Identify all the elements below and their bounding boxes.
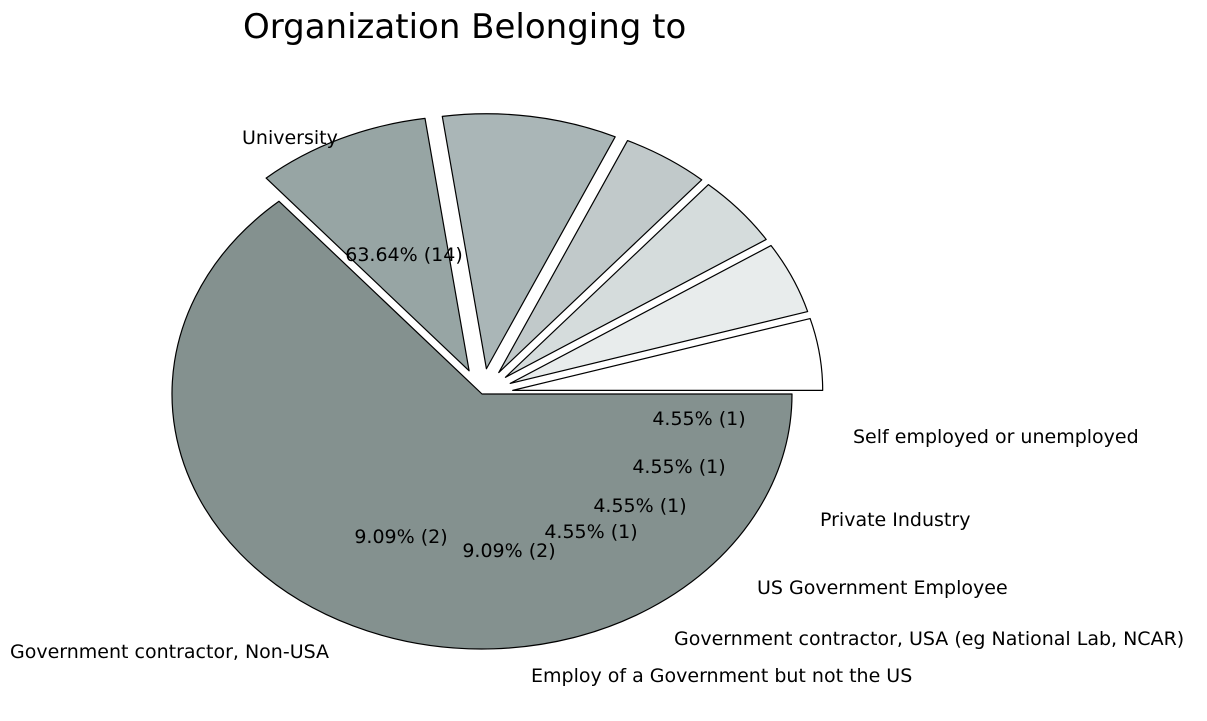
slice-label-2: Employ of a Government but not the US bbox=[531, 665, 912, 687]
slice-label-6: Self employed or unemployed bbox=[853, 426, 1139, 448]
slice-label-3: Government contractor, USA (eg National … bbox=[674, 628, 1184, 650]
pie-slice-3 bbox=[498, 139, 703, 374]
slice-percent-label-1: 9.09% (2) bbox=[354, 526, 447, 548]
slice-percent-label-3: 4.55% (1) bbox=[544, 521, 637, 543]
slice-percent-label-6: 4.55% (1) bbox=[652, 408, 745, 430]
pie-slice-1 bbox=[265, 117, 470, 372]
chart-title: Organization Belonging to bbox=[243, 7, 686, 47]
pie-slice-5 bbox=[509, 244, 809, 385]
slice-percent-label-0: 63.64% (14) bbox=[345, 244, 463, 266]
slice-percent-label-5: 4.55% (1) bbox=[632, 456, 725, 478]
pie-labels: University 63.64% (14) Government contract… bbox=[10, 127, 1184, 687]
pie-slice-0 bbox=[171, 200, 793, 650]
slice-label-4: US Government Employee bbox=[757, 577, 1008, 599]
slice-percent-label-2: 9.09% (2) bbox=[462, 540, 555, 562]
slice-label-0: University bbox=[242, 127, 338, 149]
pie-slices bbox=[171, 113, 824, 650]
pie-slice-4 bbox=[504, 183, 767, 378]
slice-label-1: Government contractor, Non-USA bbox=[10, 641, 329, 663]
slice-percent-label-4: 4.55% (1) bbox=[593, 495, 686, 517]
slice-label-5: Private Industry bbox=[820, 509, 970, 531]
pie-slice-6 bbox=[512, 317, 824, 391]
pie-slice-2 bbox=[441, 113, 616, 370]
